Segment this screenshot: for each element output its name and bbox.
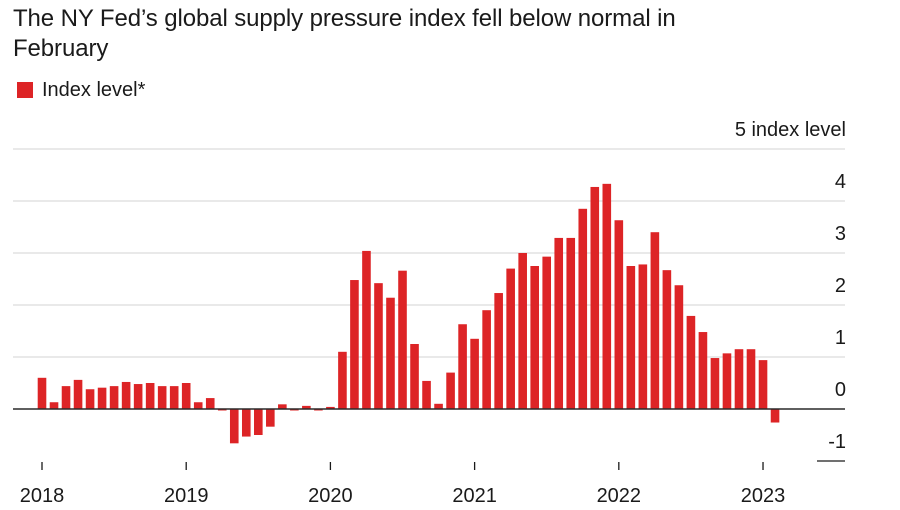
bar xyxy=(554,237,564,409)
bar xyxy=(410,344,419,409)
bar xyxy=(458,324,467,409)
bar xyxy=(109,386,119,409)
bar xyxy=(566,237,576,409)
bar xyxy=(722,353,732,409)
x-tick-label: 2021 xyxy=(452,485,497,507)
axes xyxy=(13,408,845,470)
bar xyxy=(338,351,347,409)
bar xyxy=(542,256,552,409)
bar xyxy=(674,285,684,409)
bars xyxy=(37,183,780,444)
bar xyxy=(710,358,720,409)
bar xyxy=(506,268,515,409)
x-tick-label: 2023 xyxy=(741,485,786,507)
legend-label: Index level* xyxy=(42,79,146,101)
bar xyxy=(157,386,167,409)
y-tick-label: 0 xyxy=(835,379,846,401)
bar xyxy=(434,403,443,409)
bar xyxy=(278,404,287,409)
bar xyxy=(121,381,131,409)
gridlines xyxy=(13,148,845,462)
bar xyxy=(97,387,107,409)
y-tick-label: 2 xyxy=(835,275,846,297)
bar xyxy=(698,332,708,409)
legend-swatch xyxy=(17,82,33,98)
x-tick-label: 2020 xyxy=(308,485,353,507)
bar xyxy=(602,183,612,409)
x-tick-label: 2018 xyxy=(20,485,65,507)
bar xyxy=(229,409,239,444)
bar xyxy=(362,250,371,409)
bar xyxy=(350,280,359,409)
bar xyxy=(241,409,251,437)
bar xyxy=(614,220,624,409)
bar xyxy=(650,232,660,409)
y-tick-label: 4 xyxy=(835,171,846,193)
y-tick-label: 1 xyxy=(835,327,846,349)
bar xyxy=(770,409,780,423)
bar xyxy=(266,409,275,427)
bar xyxy=(193,402,203,409)
bar xyxy=(386,297,395,409)
bar xyxy=(49,402,59,409)
bar xyxy=(482,310,491,409)
bar xyxy=(205,398,215,409)
bar xyxy=(530,266,539,409)
x-tick-label: 2022 xyxy=(597,485,642,507)
bar xyxy=(494,293,503,409)
bar xyxy=(73,379,83,409)
bar xyxy=(638,264,648,409)
bar xyxy=(590,186,600,409)
x-tick-label: 2019 xyxy=(164,485,209,507)
y-tick-label: 5 index level xyxy=(735,119,846,141)
bar xyxy=(398,270,407,409)
bar xyxy=(422,380,431,409)
bar xyxy=(578,208,588,409)
bar xyxy=(374,283,383,409)
bar xyxy=(181,383,191,409)
bar xyxy=(37,377,47,409)
y-tick-label: 3 xyxy=(835,223,846,245)
chart-title: The NY Fed’s global supply pressure inde… xyxy=(13,5,676,62)
bar xyxy=(662,270,672,409)
bar xyxy=(518,253,527,409)
bar xyxy=(626,266,636,409)
y-tick-label: -1 xyxy=(828,431,846,453)
bar xyxy=(686,315,696,409)
x-axis-labels: 2018 2019 2020 2021 2022 2023 xyxy=(20,485,786,507)
bar xyxy=(470,338,479,409)
bar xyxy=(133,384,143,409)
bar xyxy=(169,386,179,409)
bar xyxy=(326,406,335,409)
bar xyxy=(734,349,744,409)
bar xyxy=(145,383,155,409)
bar xyxy=(302,405,311,409)
bar xyxy=(254,409,263,435)
bar xyxy=(61,386,71,409)
bar xyxy=(85,389,95,409)
y-axis-labels: -1 1 2 3 4 5 index level 0 xyxy=(735,119,846,453)
bar xyxy=(746,349,756,409)
bar xyxy=(446,372,455,409)
legend: Index level* xyxy=(17,79,145,101)
bar xyxy=(758,360,768,409)
